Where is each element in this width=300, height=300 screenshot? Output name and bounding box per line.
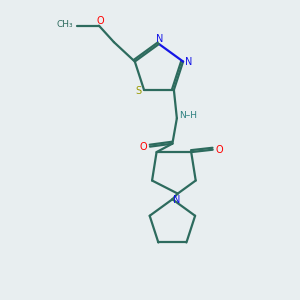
Text: CH₃: CH₃ (57, 20, 74, 29)
Text: N: N (156, 34, 163, 44)
Text: N: N (173, 195, 181, 205)
Text: S: S (136, 86, 142, 96)
Text: O: O (96, 16, 104, 26)
Text: N: N (185, 56, 192, 67)
Text: O: O (215, 145, 223, 155)
Text: O: O (140, 142, 147, 152)
Text: N–H: N–H (179, 111, 197, 120)
